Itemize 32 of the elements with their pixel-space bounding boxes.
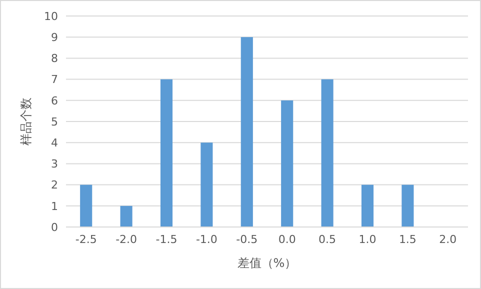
y-tick-label: 10 [44, 10, 58, 23]
x-tick-label: -2.5 [75, 233, 97, 246]
x-tick-label: 0.5 [318, 233, 336, 246]
y-tick-label: 1 [51, 200, 58, 213]
y-axis-title: 样品个数 [19, 98, 33, 146]
x-axis-title: 差值（%） [237, 256, 297, 270]
x-tick-label: 1.5 [398, 233, 416, 246]
bar [120, 206, 132, 227]
bar [80, 184, 92, 227]
y-tick-label: 6 [51, 94, 58, 108]
x-tick-label: -0.5 [236, 233, 258, 246]
y-tick-label: 9 [51, 30, 58, 44]
x-tick-label: -1.5 [156, 233, 178, 246]
y-tick-label: 7 [51, 73, 58, 86]
bar [200, 142, 213, 227]
bar [361, 184, 374, 227]
bar [160, 79, 173, 227]
bar [321, 79, 334, 227]
x-tick-label: -1.0 [196, 233, 218, 246]
bar [240, 37, 253, 227]
y-tick-label: 3 [51, 158, 58, 171]
x-tick-label: -2.0 [116, 233, 138, 246]
bar [402, 184, 414, 227]
y-tick-label: 4 [51, 136, 58, 150]
y-tick-label: 2 [51, 178, 58, 192]
x-tick-label: 1.0 [358, 233, 376, 246]
y-tick-label: 5 [51, 115, 58, 128]
bar [281, 100, 294, 227]
x-tick-label: 0.0 [278, 233, 296, 246]
x-tick-label: 2.0 [439, 233, 457, 246]
y-tick-label: 0 [51, 220, 58, 234]
y-tick-label: 8 [51, 52, 58, 66]
